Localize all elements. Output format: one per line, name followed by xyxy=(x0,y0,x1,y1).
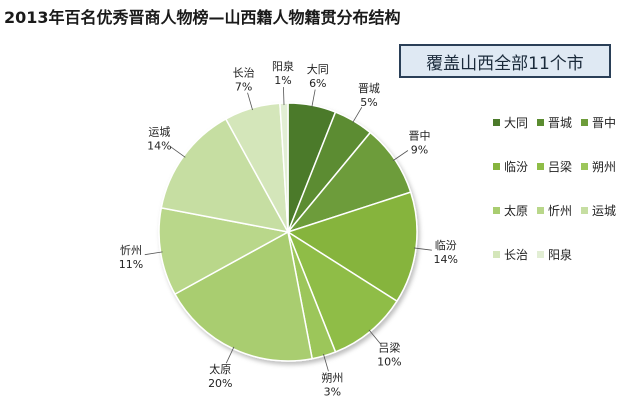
legend-label-10: 阳泉 xyxy=(548,248,573,262)
slice-label-4: 吕梁 xyxy=(378,341,400,355)
callout-box: 覆盖山西全部11个市 xyxy=(399,44,611,78)
legend-swatch-1 xyxy=(537,119,544,126)
legend-swatch-9 xyxy=(493,251,500,258)
legend-swatch-7 xyxy=(537,207,544,214)
legend-label-6: 太原 xyxy=(504,204,529,218)
leader-line-7 xyxy=(144,251,163,256)
legend-item-2: 晋中 xyxy=(581,114,616,131)
slice-label-3: 临汾 xyxy=(435,238,457,252)
leader-line-1 xyxy=(352,106,363,123)
legend-swatch-0 xyxy=(493,119,500,126)
legend-swatch-2 xyxy=(581,119,588,126)
leader-line-3 xyxy=(413,247,432,251)
slice-value-3: 14% xyxy=(434,253,458,266)
slice-label-6: 太原 xyxy=(209,363,231,376)
slice-value-2: 9% xyxy=(411,144,428,157)
chart-title: 2013年百名优秀晋商人物榜—山西籍人物籍贯分布结构 xyxy=(4,8,401,27)
legend-label-8: 运城 xyxy=(592,204,617,218)
leader-line-10 xyxy=(283,87,285,106)
slice-label-1: 晋城 xyxy=(358,82,380,95)
legend-swatch-6 xyxy=(493,207,500,214)
legend-item-1: 晋城 xyxy=(537,114,572,131)
legend-item-7: 忻州 xyxy=(537,202,572,219)
legend-item-3: 临汾 xyxy=(493,158,528,175)
legend-label-7: 忻州 xyxy=(548,204,573,218)
legend-item-6: 太原 xyxy=(493,202,528,219)
legend-label-0: 大同 xyxy=(504,116,529,130)
legend-label-4: 吕梁 xyxy=(548,160,573,174)
slice-label-9: 长治 xyxy=(233,65,255,79)
slice-value-10: 1% xyxy=(274,74,291,87)
legend-item-0: 大同 xyxy=(493,114,528,131)
slice-value-9: 7% xyxy=(235,80,252,93)
slice-label-2: 晋中 xyxy=(409,130,431,143)
legend-swatch-8 xyxy=(581,207,588,214)
legend-swatch-3 xyxy=(493,163,500,170)
slice-value-6: 20% xyxy=(208,377,232,390)
slice-value-4: 10% xyxy=(377,356,401,369)
slice-value-1: 5% xyxy=(360,96,377,109)
legend-item-5: 朔州 xyxy=(581,158,616,175)
legend-swatch-5 xyxy=(581,163,588,170)
leader-line-5 xyxy=(323,353,329,372)
leader-line-4 xyxy=(368,329,381,344)
leader-line-2 xyxy=(392,150,409,161)
slice-label-5: 朔州 xyxy=(321,372,343,385)
legend-swatch-4 xyxy=(537,163,544,170)
leader-line-6 xyxy=(225,346,235,364)
legend-item-10: 阳泉 xyxy=(537,246,572,263)
slice-value-7: 11% xyxy=(119,258,143,271)
slice-label-0: 大同 xyxy=(307,62,329,76)
leader-line-9 xyxy=(247,92,253,111)
slice-label-8: 运城 xyxy=(148,126,170,139)
legend-label-9: 长治 xyxy=(504,248,529,262)
leader-line-8 xyxy=(170,146,186,158)
slice-value-0: 6% xyxy=(309,77,326,90)
slice-value-5: 3% xyxy=(324,386,341,399)
slice-label-7: 忻州 xyxy=(120,244,142,257)
legend-label-1: 晋城 xyxy=(548,116,573,130)
slice-label-10: 阳泉 xyxy=(272,59,294,73)
leader-line-0 xyxy=(311,89,316,108)
legend-label-3: 临汾 xyxy=(504,160,529,174)
callout-text: 覆盖山西全部11个市 xyxy=(426,53,584,74)
legend-label-2: 晋中 xyxy=(592,116,617,130)
legend-label-5: 朔州 xyxy=(592,160,617,174)
legend-item-8: 运城 xyxy=(581,202,616,219)
slice-value-8: 14% xyxy=(147,140,171,153)
legend-item-9: 长治 xyxy=(493,246,528,263)
legend-item-4: 吕梁 xyxy=(537,158,572,175)
legend-swatch-10 xyxy=(537,251,544,258)
